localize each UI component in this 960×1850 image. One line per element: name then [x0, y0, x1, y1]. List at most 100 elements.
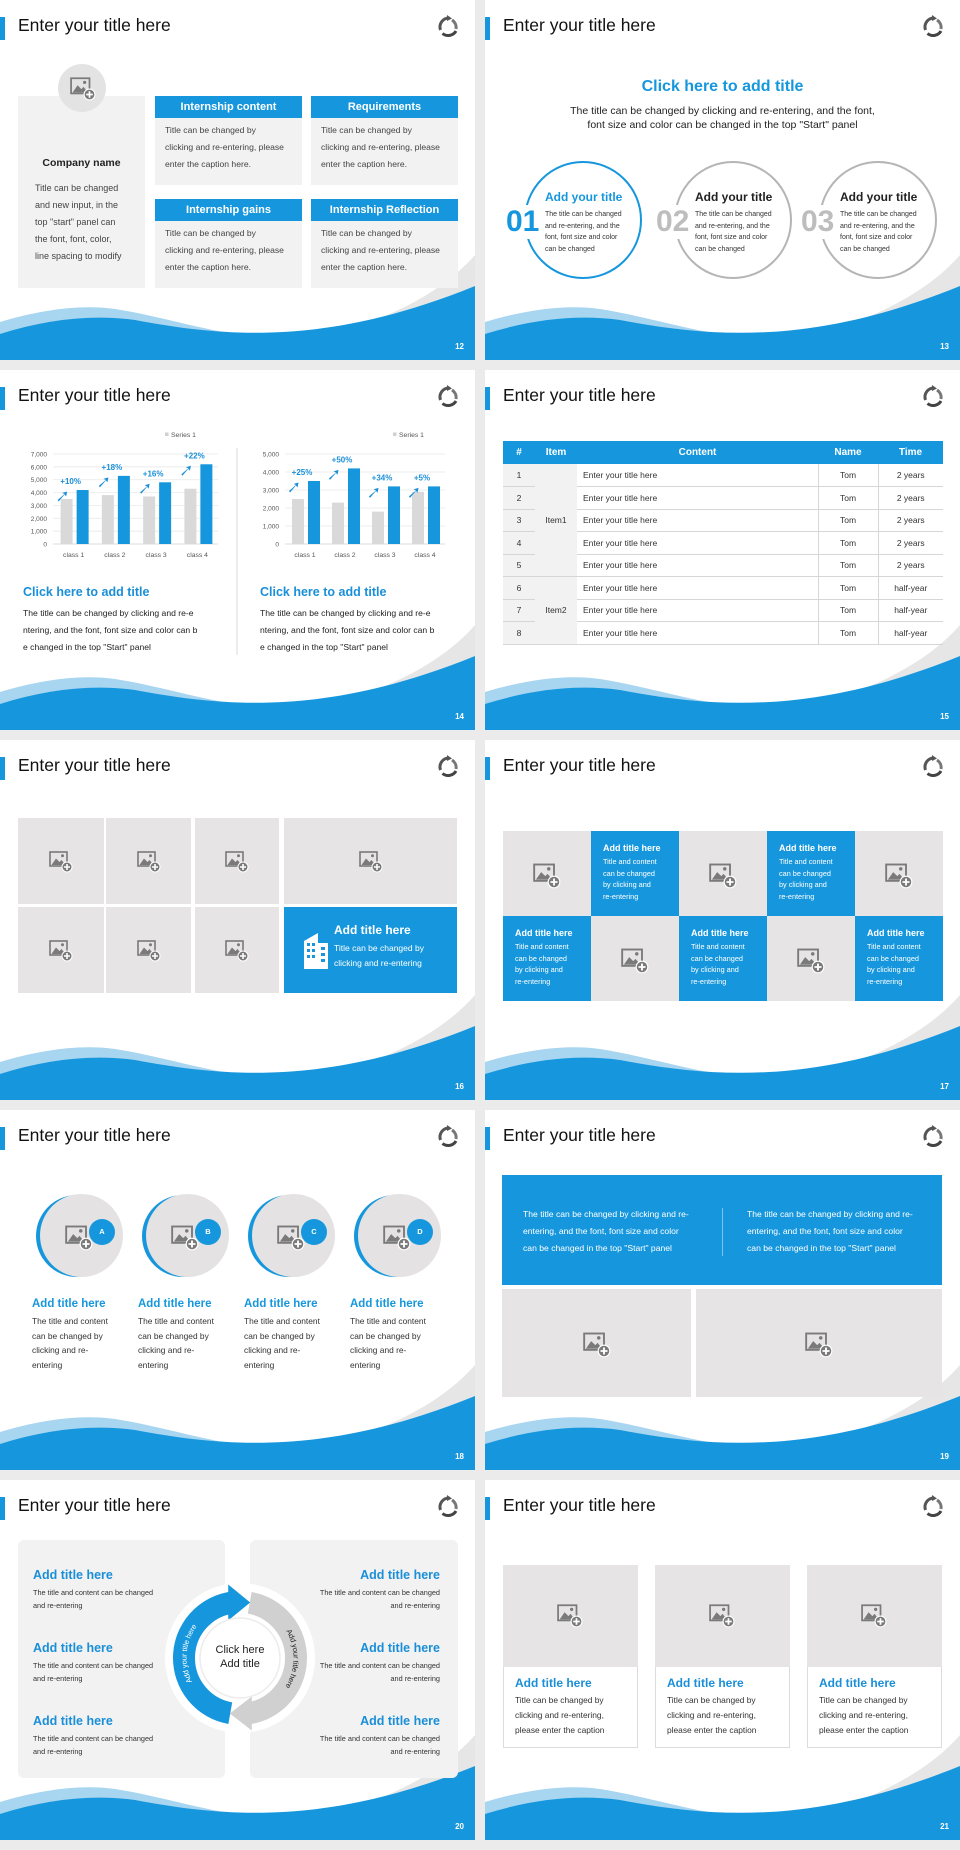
- image-placeholder-icon: [49, 849, 73, 873]
- text-cell[interactable]: Add title here Title and content can be ch…: [503, 916, 591, 1001]
- slide-title[interactable]: Enter your title here: [503, 1495, 656, 1515]
- feature-tile[interactable]: Add title here Title can be changed by cli…: [284, 907, 457, 993]
- slide-16[interactable]: Enter your title here 16 Add title here Tit…: [0, 740, 475, 1100]
- table-row[interactable]: 2 Enter your title here Tom 2 years: [503, 486, 943, 510]
- image-tile[interactable]: [807, 1565, 942, 1667]
- text-line: entering, and the font, font size and co…: [747, 1226, 903, 1236]
- item-title[interactable]: Add title here: [360, 1714, 440, 1728]
- cell-title[interactable]: Add title here: [515, 928, 573, 938]
- slide-title[interactable]: Enter your title here: [18, 755, 171, 775]
- logo-icon: [921, 385, 945, 409]
- item-title[interactable]: Add title here: [360, 1641, 440, 1655]
- text-cell[interactable]: Add title here Title and content can be ch…: [767, 831, 855, 916]
- cycle-diagram[interactable]: Add your title here Add your title here: [0, 1480, 475, 1840]
- slide-title[interactable]: Enter your title here: [18, 385, 171, 405]
- text-title[interactable]: Click here to add title: [23, 585, 150, 599]
- table-row[interactable]: 6 Item2 Enter your title here Tom half-year: [503, 576, 943, 645]
- table-row[interactable]: 3 Enter your title here Tom 2 years: [503, 509, 943, 532]
- slide-title[interactable]: Enter your title here: [18, 15, 171, 35]
- item-title[interactable]: Add title here: [360, 1568, 440, 1582]
- card-title[interactable]: Add title here: [667, 1676, 744, 1690]
- center-circle[interactable]: [199, 1617, 281, 1699]
- card-title[interactable]: Add title here: [819, 1676, 896, 1690]
- text-title[interactable]: Click here to add title: [260, 585, 387, 599]
- image-cell[interactable]: [855, 831, 943, 916]
- image-tile[interactable]: [696, 1289, 942, 1397]
- content-cell[interactable]: Enter your title here: [577, 531, 819, 555]
- step-title[interactable]: Add your title: [840, 190, 918, 204]
- slide-15[interactable]: Enter your title here 15 # Item Content Name T…: [485, 370, 960, 730]
- item-title[interactable]: Add title here: [33, 1714, 113, 1728]
- gray-cycle-arrow[interactable]: [245, 1592, 307, 1725]
- content-cell[interactable]: Enter your title here: [577, 486, 819, 510]
- cell-title[interactable]: Add title here: [779, 843, 837, 853]
- image-tile[interactable]: [106, 907, 191, 993]
- image-cell[interactable]: [679, 831, 767, 916]
- table-row[interactable]: 7 Enter your title here Tom half-year: [503, 599, 943, 622]
- slide-title[interactable]: Enter your title here: [503, 1125, 656, 1145]
- feature-title[interactable]: Add title here: [334, 923, 411, 937]
- slide-12[interactable]: Enter your title here 12 Company name Title…: [0, 0, 475, 360]
- image-tile[interactable]: [18, 907, 104, 993]
- slide-18[interactable]: Enter your title here 18 A Add title here Th…: [0, 1110, 475, 1470]
- item-title[interactable]: Add title here: [138, 1298, 212, 1310]
- center-label[interactable]: Click here: [215, 1644, 265, 1656]
- image-tile[interactable]: [195, 907, 279, 993]
- table-row[interactable]: 8 Enter your title here Tom half-year: [503, 621, 943, 645]
- text-cell[interactable]: Add title here Title and content can be ch…: [679, 916, 767, 1001]
- image-tile[interactable]: [655, 1565, 790, 1667]
- image-cell[interactable]: [767, 916, 855, 1001]
- item-title[interactable]: Add title here: [32, 1298, 106, 1310]
- table-row[interactable]: 4 Enter your title here Tom 2 years: [503, 531, 943, 555]
- text-cell[interactable]: Add title here Title and content can be ch…: [591, 831, 679, 916]
- slide-21[interactable]: Enter your title here 21 Add title here Tit…: [485, 1480, 960, 1840]
- cell-title[interactable]: Add title here: [691, 928, 749, 938]
- content-cell[interactable]: Enter your title here: [577, 599, 819, 622]
- text-cell[interactable]: Add title here Title and content can be ch…: [855, 916, 943, 1001]
- image-tile[interactable]: [106, 818, 191, 904]
- column-header: Name: [818, 441, 878, 464]
- slide-14[interactable]: Enter your title here 14 0 1,000 2,000 3,000 4…: [0, 370, 475, 730]
- image-tile[interactable]: [503, 1565, 638, 1667]
- item-title[interactable]: Add title here: [33, 1641, 113, 1655]
- slide-title[interactable]: Enter your title here: [503, 385, 656, 405]
- cell-title[interactable]: Add title here: [867, 928, 925, 938]
- table-row[interactable]: 1 Item1 Enter your title here Tom 2 years: [503, 464, 943, 577]
- content-cell[interactable]: Enter your title here: [577, 509, 819, 532]
- image-cell[interactable]: [591, 916, 679, 1001]
- center-label[interactable]: Add title: [220, 1658, 260, 1670]
- image-tile[interactable]: [284, 818, 457, 904]
- growth-label: +34%: [372, 473, 393, 482]
- image-tile[interactable]: [18, 818, 104, 904]
- section-heading[interactable]: Click here to add title: [641, 78, 804, 95]
- content-cell[interactable]: Enter your title here: [577, 554, 819, 577]
- image-placeholder-icon: [861, 1602, 887, 1628]
- item-cell: Item1: [535, 464, 577, 577]
- slide-17[interactable]: Enter your title here 17 Add title here Tit…: [485, 740, 960, 1100]
- image-tile[interactable]: [195, 818, 279, 904]
- slide-20[interactable]: Enter your title here 20 Add title here The…: [0, 1480, 475, 1840]
- slide-title[interactable]: Enter your title here: [18, 1495, 171, 1515]
- card-title[interactable]: Add title here: [515, 1676, 592, 1690]
- item-title[interactable]: Add title here: [244, 1298, 318, 1310]
- cell-title[interactable]: Add title here: [603, 843, 661, 853]
- slide-19[interactable]: Enter your title here 19 The title can be …: [485, 1110, 960, 1470]
- text-line: by clicking and: [779, 880, 827, 889]
- image-cell[interactable]: [503, 831, 591, 916]
- step-title[interactable]: Add your title: [545, 190, 623, 204]
- building-icon: [302, 929, 330, 971]
- item-title[interactable]: Add title here: [33, 1568, 113, 1582]
- content-cell[interactable]: Enter your title here: [577, 464, 819, 487]
- box-body: [155, 221, 302, 288]
- slide-title[interactable]: Enter your title here: [18, 1125, 171, 1145]
- blue-cycle-arrow[interactable]: [173, 1591, 235, 1724]
- content-cell[interactable]: Enter your title here: [577, 576, 819, 600]
- table-row[interactable]: 5 Enter your title here Tom 2 years: [503, 554, 943, 577]
- step-title[interactable]: Add your title: [695, 190, 773, 204]
- item-title[interactable]: Add title here: [350, 1298, 424, 1310]
- slide-title[interactable]: Enter your title here: [503, 15, 656, 35]
- slide-title[interactable]: Enter your title here: [503, 755, 656, 775]
- slide-13[interactable]: Enter your title here 13 Click here to add…: [485, 0, 960, 360]
- content-cell[interactable]: Enter your title here: [577, 621, 819, 645]
- image-tile[interactable]: [502, 1289, 691, 1397]
